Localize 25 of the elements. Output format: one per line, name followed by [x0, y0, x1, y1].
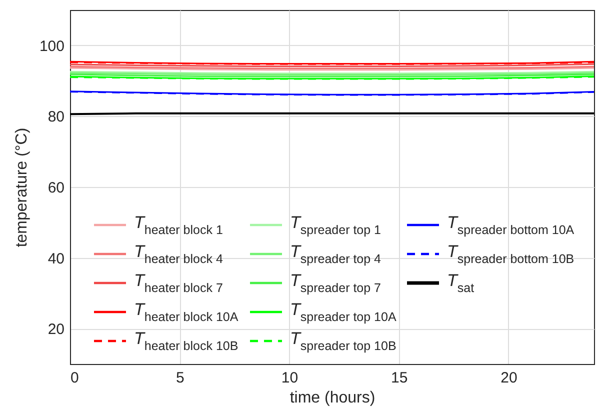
legend-label: T$_{sat}$ — [447, 270, 474, 294]
x-tick-label: 20 — [500, 370, 518, 386]
legend-label: T$_{heater block 7}$ — [134, 270, 223, 294]
legend-label: T$_{spreader bottom 10B}$ — [447, 242, 574, 266]
x-tick-label: 5 — [176, 370, 184, 386]
legend-label: T$_{spreader top 10A}$ — [290, 300, 396, 324]
y-tick-label: 20 — [48, 321, 64, 338]
y-tick-label: 40 — [48, 250, 64, 268]
legend-label: T$_{spreader top 4}$ — [290, 242, 381, 266]
y-tick-label: 60 — [48, 180, 64, 196]
legend-label: T$_{heater block 1}$ — [134, 212, 223, 236]
legend-label: T$_{heater block 10A}$ — [134, 300, 238, 324]
legend-label: T$_{spreader bottom 10A}$ — [447, 212, 574, 236]
y-axis-title: temperature (°C) — [13, 128, 30, 248]
legend-label: T$_{spreader top 1}$ — [290, 212, 381, 236]
legend-label: T$_{heater block 10B}$ — [134, 328, 238, 352]
x-axis-title: time (hours) — [290, 390, 376, 406]
x-tick-label: 10 — [281, 370, 298, 386]
legend-label: T$_{spreader top 10B}$ — [290, 328, 396, 352]
legend-label: T$_{spreader top 7}$ — [290, 270, 381, 294]
x-tick-label: 15 — [391, 370, 408, 386]
x-tick-label: 0 — [70, 370, 79, 386]
y-tick-label: 100 — [39, 38, 64, 55]
legend-label: T$_{heater block 4}$ — [134, 242, 223, 266]
y-tick-label: 80 — [48, 108, 64, 126]
